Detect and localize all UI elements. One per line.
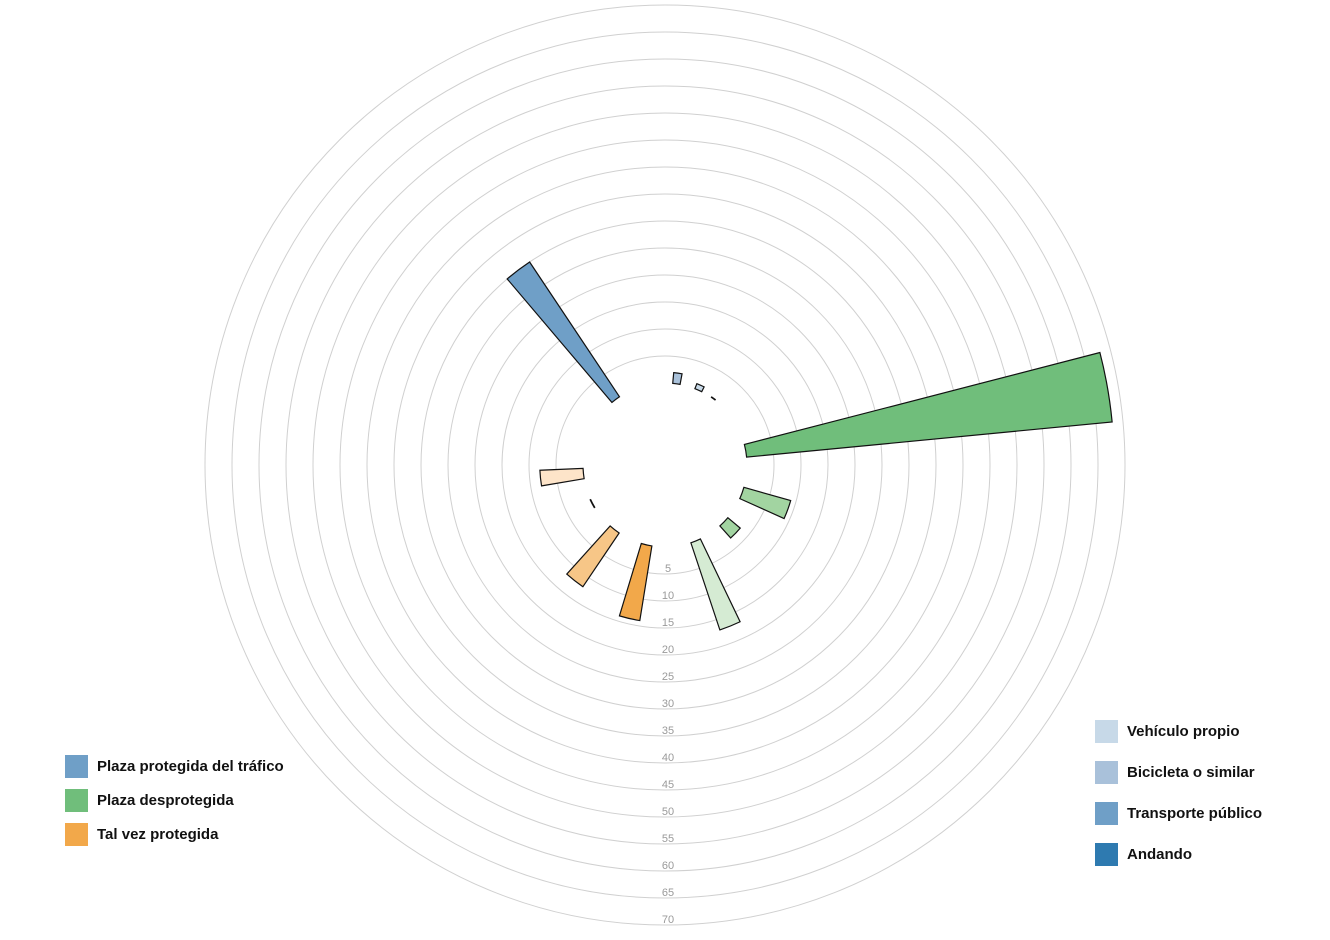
grid-circle	[231, 31, 1099, 899]
bar	[672, 371, 683, 386]
radial-tick-label: 45	[662, 779, 674, 791]
radial-tick-label: 35	[662, 725, 674, 737]
bar	[710, 396, 717, 401]
radial-tick-label: 70	[662, 914, 674, 926]
grid-circle	[474, 274, 856, 656]
bar	[565, 525, 620, 588]
radial-tick-label: 20	[662, 644, 674, 656]
legend-groups: Plaza protegida del tráfico Plaza despro…	[65, 754, 284, 856]
legend-label: Plaza desprotegida	[97, 791, 234, 809]
legend-label: Andando	[1127, 845, 1192, 863]
legend-label: Transporte público	[1127, 804, 1263, 822]
grid-circle	[555, 355, 775, 575]
legend-label: Vehículo propio	[1127, 722, 1240, 740]
grid-circle	[258, 58, 1072, 872]
grid-circle	[312, 112, 1018, 818]
legend-item-vehiculo-propio: Vehículo propio	[1095, 719, 1262, 743]
legend-modes: Vehículo propio Bicicleta o similar Tran…	[1095, 719, 1262, 883]
radial-tick-label: 65	[662, 887, 674, 899]
legend-label: Tal vez protegida	[97, 825, 219, 843]
grid-circle	[204, 4, 1126, 926]
bar	[694, 382, 705, 393]
legend-swatch	[65, 754, 88, 778]
radial-tick-label: 55	[662, 833, 674, 845]
legend-swatch	[65, 788, 88, 812]
radial-tick-label: 25	[662, 671, 674, 683]
radial-tick-label: 10	[662, 590, 674, 602]
legend-item-transporte-publico: Transporte público	[1095, 801, 1262, 825]
radial-tick-label: 30	[662, 698, 674, 710]
bar	[738, 486, 792, 520]
legend-item-plaza-protegida: Plaza protegida del tráfico	[65, 754, 284, 778]
legend-item-andando: Andando	[1095, 842, 1262, 866]
grid-circle	[285, 85, 1045, 845]
radial-tick-labels: 5 10 15 20 25 30 35 40 45 50 55 60 65 70	[662, 563, 674, 926]
grid-circle	[528, 328, 802, 602]
radial-grid	[204, 4, 1126, 926]
legend-label: Plaza protegida del tráfico	[97, 757, 284, 775]
bar	[690, 538, 741, 631]
grid-circle	[447, 247, 883, 683]
bar	[539, 467, 585, 487]
bar-layer	[506, 261, 1113, 631]
legend-item-bicicleta: Bicicleta o similar	[1095, 760, 1262, 784]
legend-swatch	[1095, 801, 1118, 825]
legend-swatch	[1095, 760, 1118, 784]
bar	[743, 351, 1113, 458]
grid-circle	[420, 220, 910, 710]
radial-tick-label: 60	[662, 860, 674, 872]
grid-circle	[366, 166, 964, 764]
grid-circle	[339, 139, 991, 791]
grid-circle	[501, 301, 829, 629]
legend-swatch	[1095, 842, 1118, 866]
bar	[506, 261, 621, 404]
legend-item-plaza-desprotegida: Plaza desprotegida	[65, 788, 284, 812]
legend-label: Bicicleta o similar	[1127, 763, 1255, 781]
grid-circle	[393, 193, 937, 737]
radial-tick-label: 5	[665, 563, 671, 575]
bar	[618, 542, 653, 622]
legend-swatch	[65, 822, 88, 846]
legend-item-tal-vez-protegida: Tal vez protegida	[65, 822, 284, 846]
legend-swatch	[1095, 719, 1118, 743]
radial-tick-label: 15	[662, 617, 674, 629]
bar	[589, 498, 596, 509]
bar	[719, 516, 742, 539]
radial-tick-label: 50	[662, 806, 674, 818]
radial-tick-label: 40	[662, 752, 674, 764]
